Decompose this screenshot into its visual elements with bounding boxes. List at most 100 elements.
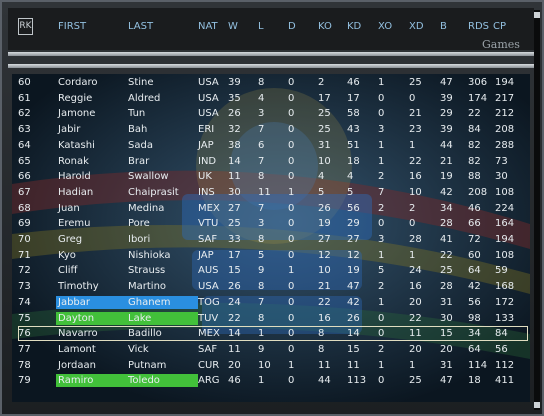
table-row[interactable]: 65 Ronak Brar IND 14 7 0 10 18 1 22 21 82 73 [12,154,530,170]
cell-l: 11 [258,186,271,198]
col-first[interactable]: FIRST [58,21,87,32]
cell-rank: 63 [18,124,31,136]
table-row[interactable]: 74 Jabbar Ghanem TOG 24 7 0 22 42 1 20 31 56 172 [12,295,530,311]
cell-d: 1 [288,359,295,371]
col-w[interactable]: W [228,21,238,32]
cell-rds: 66 [468,218,481,230]
table-row[interactable]: 69 Eremu Pore VTU 25 3 0 19 29 0 0 28 66 164 [12,216,530,232]
cell-kd: 18 [347,155,360,167]
scroll-down-knob[interactable] [534,402,540,408]
cell-ko: 17 [318,92,331,104]
cell-xd: 0 [409,218,416,230]
cell-nat: AUS [198,265,219,277]
cell-last: Brar [128,155,150,167]
cell-ko: 21 [318,281,331,293]
table-row[interactable]: 68 Juan Medina MEX 27 7 0 26 56 2 2 34 46 224 [12,201,530,217]
cell-first: Timothy [58,281,99,293]
table-row[interactable]: 70 Greg Ibori SAF 33 8 0 27 27 3 28 41 72 194 [12,232,530,248]
table-row[interactable]: 75 Dayton Lake TUV 22 8 0 16 26 0 22 30 98 133 [12,311,530,327]
table-row[interactable]: 66 Harold Swallow UK 11 8 0 4 4 2 16 19 88 30 [12,169,530,185]
cell-kd: 4 [347,171,354,183]
table-row[interactable]: 77 Lamont Vick SAF 11 9 0 8 15 2 20 20 64 56 [12,342,530,358]
table-row[interactable]: 78 Jordaan Putnam CUR 20 10 1 11 11 1 1 31 114 112 [12,358,530,374]
cell-kd: 5 [347,186,354,198]
col-d[interactable]: D [288,21,296,32]
cell-l: 8 [258,234,265,245]
cell-b: 25 [440,265,453,277]
cell-rank: 70 [18,234,31,245]
cell-b: 29 [440,108,453,120]
cell-first: Jabbar [58,296,91,308]
cell-rds: 84 [468,124,481,136]
cell-nat: USA [198,77,219,88]
cell-ko: 25 [318,108,331,120]
cell-b: 31 [440,296,453,308]
cell-l: 1 [258,375,265,387]
cell-l: 9 [258,265,265,277]
cell-xd: 21 [409,108,422,120]
table-row[interactable]: 71 Kyo Nishioka JAP 17 5 0 12 12 1 1 22 60 108 [12,248,530,264]
cell-kd: 56 [347,202,360,214]
cell-rds: 114 [468,359,488,371]
cell-b: 28 [440,281,453,293]
cell-d: 0 [288,155,295,167]
table-row[interactable]: 61 Reggie Aldred USA 35 4 0 17 17 0 0 39 174 217 [12,91,530,107]
table-row[interactable]: 73 Timothy Martino USA 26 8 0 21 47 2 16 28 42 168 [12,279,530,295]
table-row[interactable]: 63 Jabir Bah ERI 32 7 0 25 43 3 23 39 84 208 [12,122,530,138]
cell-w: 38 [228,139,241,151]
cell-xo: 1 [378,155,385,167]
table-row[interactable]: 72 Cliff Strauss AUS 15 9 1 10 19 5 24 25 64 59 [12,263,530,279]
cell-l: 8 [258,312,265,324]
table-row[interactable]: 67 Hadian Chaiprasit INS 30 11 1 5 5 7 10 42 208 108 [12,185,530,201]
cell-b: 41 [440,234,453,245]
cell-xd: 24 [409,265,422,277]
sort-rank-button[interactable]: RK [18,18,33,35]
table-row[interactable]: 62 Jamone Tun USA 26 3 0 25 58 0 21 29 22 212 [12,106,530,122]
cell-xd: 25 [409,77,422,88]
scroll-up-knob[interactable] [534,12,540,18]
cell-ko: 8 [318,328,325,340]
cell-nat: MEX [198,202,220,214]
cell-kd: 47 [347,281,360,293]
col-kd[interactable]: KD [347,21,362,32]
header-divider-bottom [8,64,534,68]
rankings-list[interactable]: 60 Cordaro Stine USA 39 8 0 2 46 1 25 47 306 194 61 Reg… [12,74,530,402]
cell-kd: 51 [347,139,360,151]
cell-first: Kyo [58,249,76,261]
table-row[interactable]: 60 Cordaro Stine USA 39 8 0 2 46 1 25 47 306 194 [12,75,530,91]
cell-last: Strauss [128,265,166,277]
col-cp[interactable]: CP [493,21,507,32]
col-l[interactable]: L [258,21,264,32]
cell-xo: 0 [378,92,385,104]
table-row[interactable]: 76 Navarro Badillo MEX 14 1 0 8 14 0 11 15 34 84 [12,326,530,342]
col-ko[interactable]: KO [318,21,332,32]
cell-xo: 0 [378,218,385,230]
cell-d: 0 [288,249,295,261]
col-last[interactable]: LAST [128,21,154,32]
cell-d: 0 [288,139,295,151]
cell-rds: 82 [468,155,481,167]
vertical-scrollbar[interactable] [534,10,540,410]
cell-rds: 64 [468,265,481,277]
cell-first: Ronak [58,155,89,167]
col-nat[interactable]: NAT [198,21,218,32]
table-row[interactable]: 79 Ramiro Toledo ARG 46 1 0 44 113 0 25 47 18 411 [12,373,530,389]
col-xo[interactable]: XO [378,21,393,32]
cell-last: Tun [128,108,146,120]
cell-rank: 79 [18,375,31,387]
table-row[interactable]: 64 Katashi Sada JAP 38 6 0 31 51 1 1 44 82 288 [12,138,530,154]
cell-rank: 69 [18,218,31,230]
cell-d: 0 [288,296,295,308]
col-b[interactable]: B [440,21,447,32]
cell-rank: 60 [18,77,31,88]
col-xd[interactable]: XD [409,21,424,32]
cell-rds: 46 [468,202,481,214]
cell-b: 20 [440,343,453,355]
cell-b: 28 [440,218,453,230]
cell-xo: 0 [378,312,385,324]
cell-cp: 172 [495,296,515,308]
cell-nat: TOG [198,296,220,308]
col-rds[interactable]: RDS [468,21,489,32]
cell-first: Harold [58,171,91,183]
cell-xd: 10 [409,186,422,198]
